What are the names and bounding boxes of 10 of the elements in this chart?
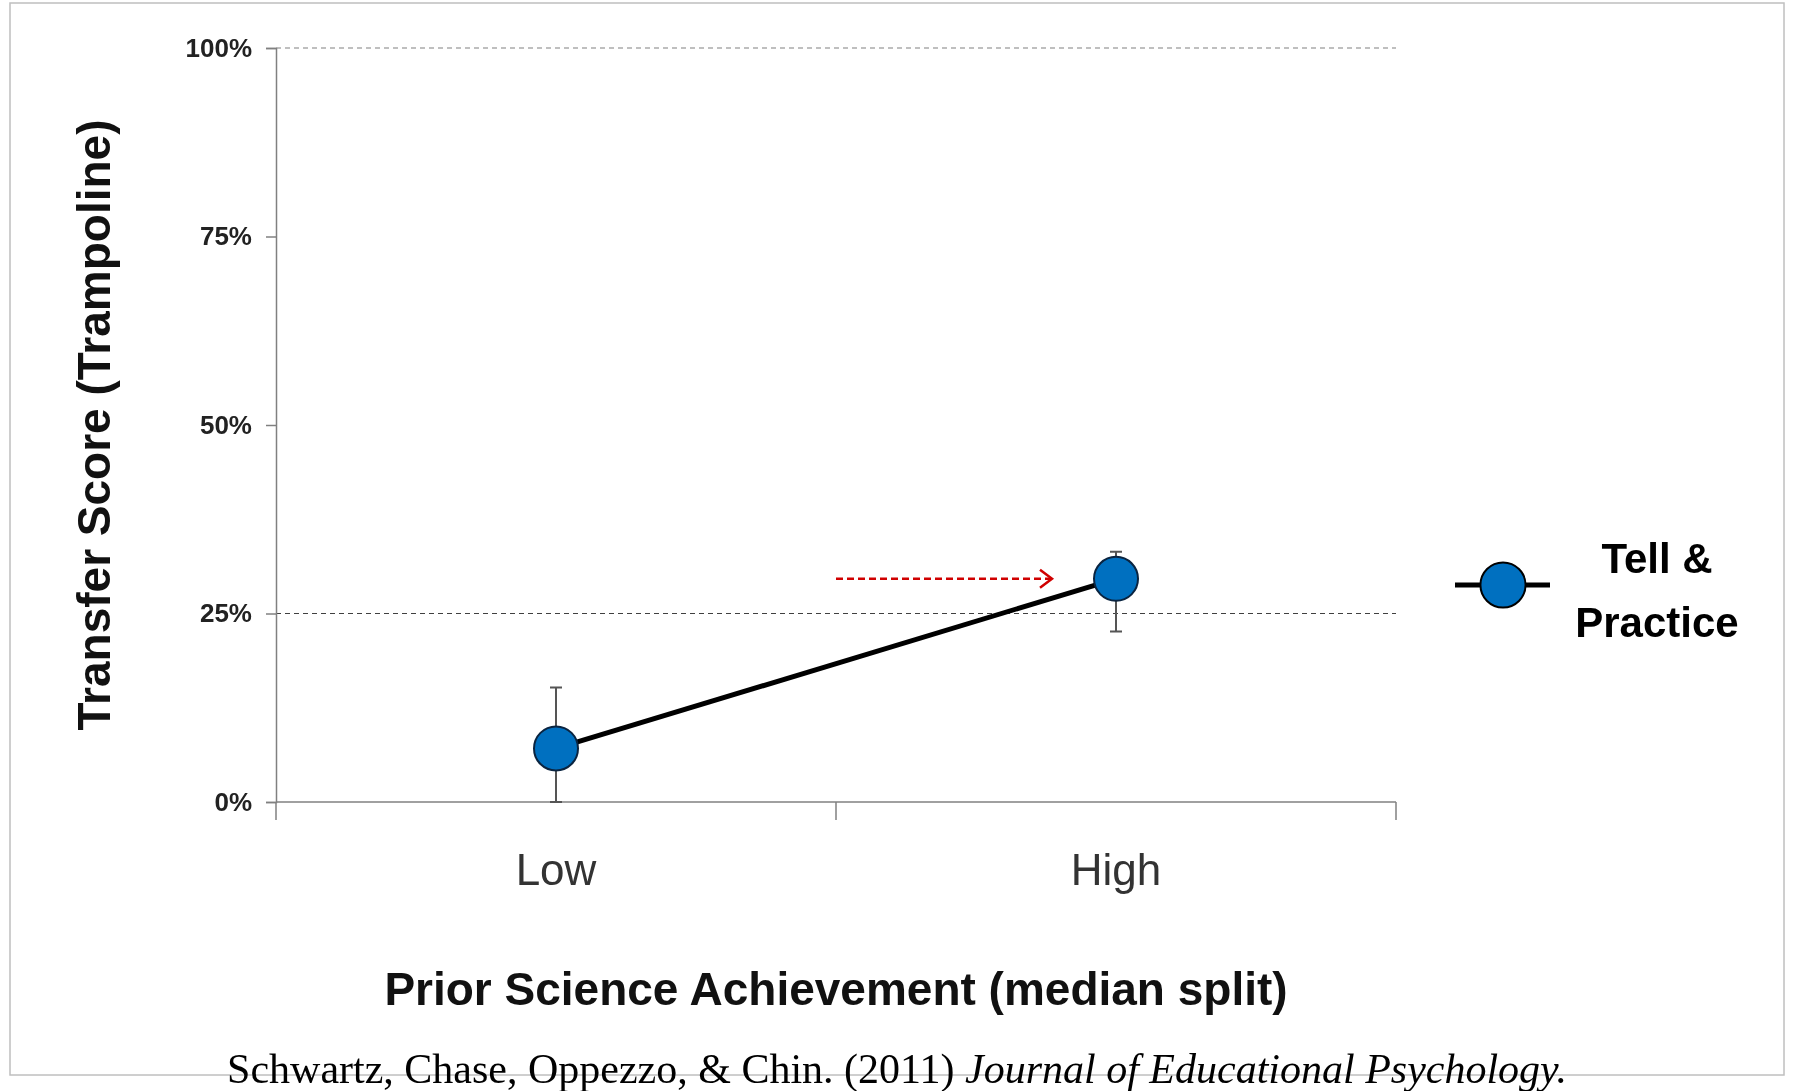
- y-tick-label: 25%: [199, 598, 252, 629]
- y-tick-label: 50%: [199, 409, 252, 440]
- x-tick-label: High: [1070, 845, 1162, 895]
- y-tick-label: 0%: [214, 786, 252, 817]
- y-tick-label: 75%: [199, 221, 252, 252]
- y-axis-title: Transfer Score (Trampoline): [68, 119, 120, 731]
- x-axis-title: Prior Science Achievement (median split): [384, 963, 1288, 1015]
- legend-label: Tell & Practice: [1575, 535, 1739, 646]
- x-tick-label: Low: [515, 845, 597, 895]
- y-tick-label: 100%: [185, 32, 252, 63]
